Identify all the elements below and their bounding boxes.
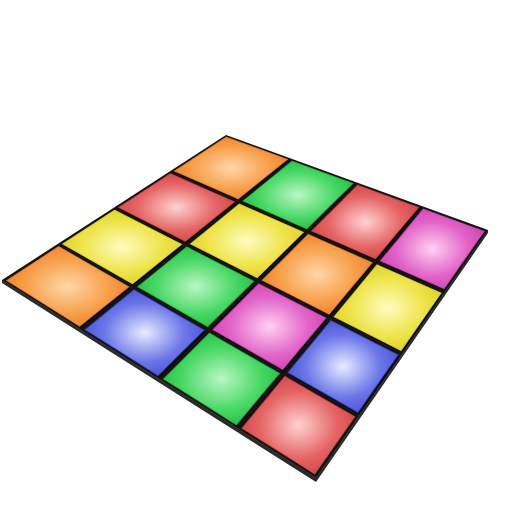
floor-tile-orange [5, 246, 131, 329]
tile-face [310, 184, 420, 260]
tile-face [287, 320, 399, 413]
floor-tile-yellow [189, 203, 305, 280]
tile-face [212, 283, 327, 371]
floor-tile-yellow [333, 264, 443, 353]
floor-tile-green [136, 246, 256, 329]
floor-tile-orange [173, 136, 289, 201]
tile-face [162, 332, 281, 426]
floor-tile-red [241, 375, 357, 477]
tile-face [5, 246, 130, 327]
floor-tile-magenta [379, 208, 486, 291]
tile-face [261, 233, 373, 315]
tile-face [136, 246, 255, 328]
tile-face [189, 203, 305, 279]
tile-face [173, 136, 289, 200]
floor-tile-orange [261, 233, 374, 317]
tile-face [241, 375, 356, 475]
floor-tile-red [117, 173, 236, 244]
tile-face [117, 173, 236, 242]
floor-tiles [5, 136, 486, 477]
floor-tile-blue [84, 289, 206, 378]
tile-face [242, 160, 354, 230]
floor-tile-green [162, 332, 281, 427]
tile-face [333, 264, 442, 352]
floor-tile-blue [287, 320, 400, 415]
floor-tile-magenta [212, 283, 328, 372]
floor-tile-yellow [61, 209, 184, 286]
floor-tile-red [310, 184, 421, 261]
tile-face [84, 289, 205, 377]
floor-tile-green [242, 160, 355, 231]
tile-face [379, 208, 485, 290]
tile-face [61, 209, 183, 285]
